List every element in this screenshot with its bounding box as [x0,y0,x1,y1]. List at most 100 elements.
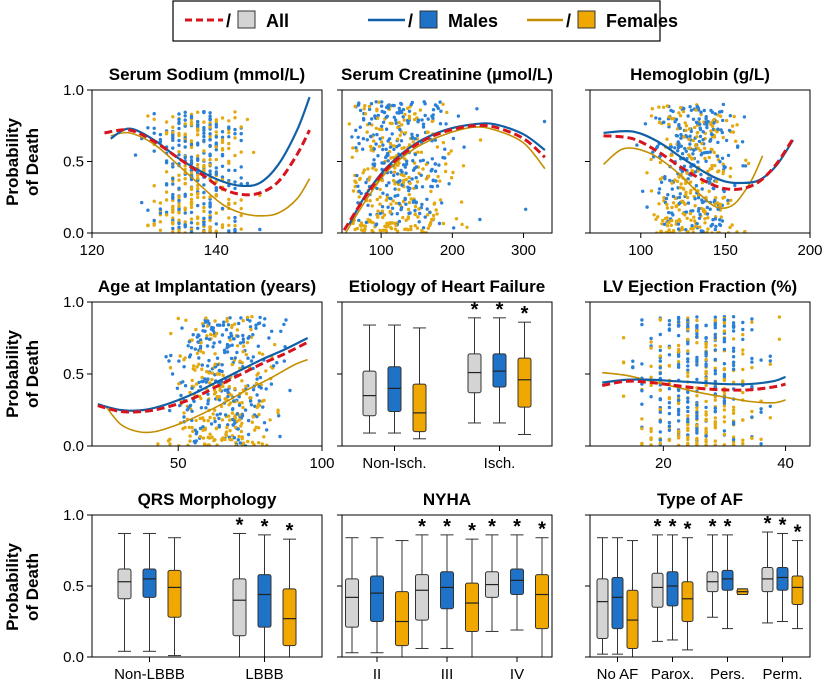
dot-male [724,138,729,143]
dot-female [164,190,169,194]
dot-male [235,350,239,355]
dot-male [667,405,672,410]
dot-female [687,137,691,142]
dot-male [366,203,370,207]
dot-female [417,207,421,211]
dot-female [367,178,371,182]
trend-line-all [601,379,786,392]
dot-male [183,384,188,388]
dot-male [713,406,717,410]
dot-male [376,113,380,118]
dot-female [189,139,194,143]
dot-male [254,326,258,330]
significance-star: * [538,519,546,541]
box-body [721,569,734,591]
x-tick-label: 300 [511,242,536,259]
dot-female [676,430,681,434]
dot-male [713,315,717,319]
dot-female [206,443,210,446]
dot-male [414,176,418,180]
dot-male [354,146,358,150]
dot-female [183,182,187,186]
dot-female [196,187,200,191]
trend-lines [603,129,795,210]
box-males [776,532,789,622]
dot-male [189,230,194,233]
dot-male [177,186,181,190]
dot-female [718,114,723,118]
dot-male [152,218,156,223]
dot-female [214,157,218,162]
dot-male [198,385,203,389]
dot-female [731,130,736,134]
dot-female [208,227,212,232]
dot-female [722,420,727,424]
dot-female [249,396,253,400]
dot-male [759,407,763,411]
dot-male [676,222,681,226]
dot-male [420,185,425,189]
svg-text:of Death: of Death [23,553,42,621]
dot-male [397,143,401,147]
dot-male [381,143,385,147]
dot-male [713,323,717,327]
dot-female [714,179,719,184]
dot-male [708,150,712,154]
dot-male [158,211,163,215]
dot-male [643,122,648,126]
box-body [370,575,384,622]
dot-female [374,126,378,130]
dot-female [196,195,200,200]
dot-female [382,213,387,217]
dot-male [284,318,288,322]
dot-male [171,177,175,181]
dot-male [542,119,547,124]
dot-male [662,120,666,124]
dot-female [268,418,272,422]
dot-male [239,165,243,169]
dot-male [177,117,181,122]
dot-female [658,354,662,358]
dot-female [355,149,359,153]
dot-female [710,163,714,168]
dot-male [220,333,225,337]
dot-female [712,135,717,139]
dot-male [202,128,206,132]
dot-male [203,329,207,333]
dot-male [152,112,156,116]
x-tick-label: IV [510,666,524,683]
dot-female [676,350,681,354]
dot-female [741,352,745,356]
dot-female [704,369,708,374]
dot-female [189,145,194,150]
dot-female [182,411,186,415]
dot-male [177,359,181,363]
dot-male [716,127,720,131]
dot-female [196,176,200,180]
dot-male [704,117,708,121]
dot-female [196,192,200,196]
dot-female [734,139,738,143]
dot-male [186,344,190,348]
dot-female [188,439,192,443]
dot-female [214,211,218,215]
dot-female [171,222,175,226]
dot-female [208,415,212,420]
dot-male [676,412,681,417]
dot-male [384,115,388,119]
panel-hemoglobin: Hemoglobin (g/L)100 150 200 [585,65,823,259]
dot-male [698,122,702,127]
dot-male [220,206,225,211]
dot-female [227,223,231,227]
dot-female [227,216,231,220]
dot-male [418,159,423,163]
dot-male [443,147,447,151]
dot-male [183,194,187,198]
plot-frame [589,89,811,234]
dot-female [208,432,212,436]
dot-male [431,116,435,120]
dot-female [217,372,222,376]
dot-male [211,326,215,330]
dot-female [241,441,246,445]
dot-male [386,159,390,163]
